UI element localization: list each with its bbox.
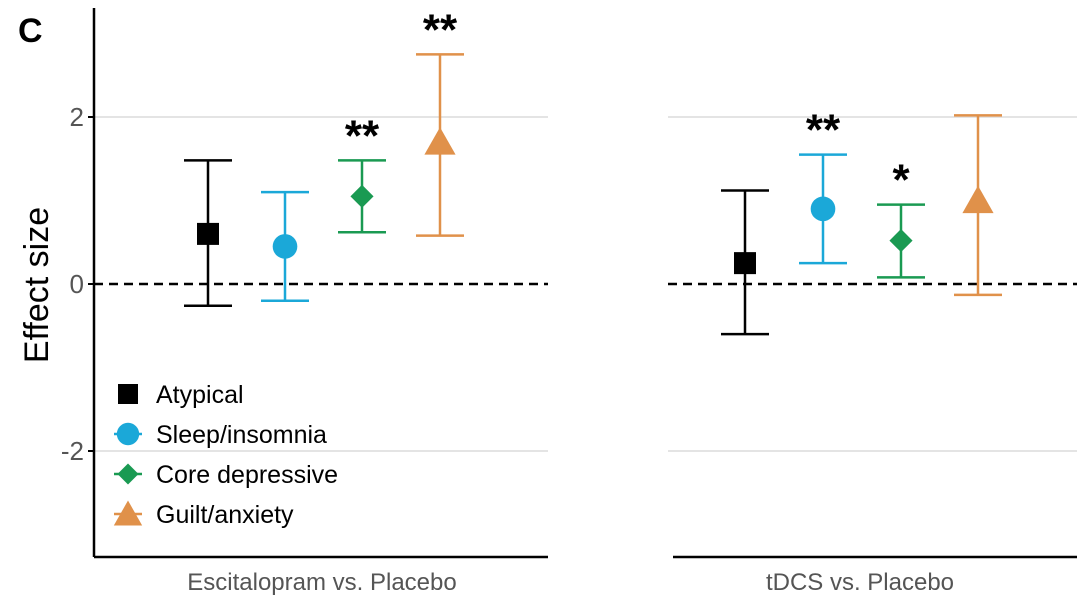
y-tick-label: 0 bbox=[70, 269, 84, 299]
legend-item: Core depressive bbox=[114, 461, 338, 489]
x-axis-label: Escitalopram vs. Placebo bbox=[187, 569, 456, 596]
data-point-group: ** bbox=[799, 106, 847, 265]
legend-item: Guilt/anxiety bbox=[113, 500, 294, 529]
panel-label: C bbox=[18, 12, 43, 50]
axes: Escitalopram vs. Placebo -2 0 2 tDCS vs. Pla… bbox=[61, 8, 1077, 596]
data-point-group bbox=[954, 114, 1002, 297]
data-point-group bbox=[184, 159, 232, 307]
data-point-group bbox=[261, 190, 309, 302]
y-tick-label: -2 bbox=[61, 436, 84, 466]
legend-label: Guilt/anxiety bbox=[156, 501, 294, 529]
legend-item: Sleep/insomnia bbox=[114, 421, 327, 449]
gridlines bbox=[94, 116, 1077, 452]
data-point-marker bbox=[889, 229, 913, 253]
legend-label: Atypical bbox=[156, 381, 244, 409]
legend-label: Core depressive bbox=[156, 461, 338, 489]
data-point-marker bbox=[424, 127, 456, 155]
legend-swatch bbox=[118, 384, 138, 404]
y-tick-label: 2 bbox=[70, 102, 84, 132]
data-point-marker bbox=[272, 234, 298, 259]
data-point-marker bbox=[197, 222, 219, 245]
data-marks: ******* bbox=[184, 5, 1002, 336]
legend: Atypical Sleep/insomnia Core depressive Gui… bbox=[113, 381, 338, 529]
y-axis-label: Effect size bbox=[18, 207, 56, 363]
significance-label: * bbox=[892, 156, 910, 205]
data-point-marker bbox=[810, 196, 836, 222]
legend-item: Atypical bbox=[118, 381, 244, 409]
significance-label: ** bbox=[423, 5, 458, 54]
data-point-marker bbox=[350, 184, 374, 208]
data-point-group: ** bbox=[416, 5, 464, 237]
data-point-group: * bbox=[877, 156, 925, 279]
legend-swatch bbox=[117, 463, 139, 485]
significance-label: ** bbox=[806, 106, 841, 155]
x-axis-label: tDCS vs. Placebo bbox=[766, 569, 954, 596]
legend-label: Sleep/insomnia bbox=[156, 421, 327, 449]
legend-swatch bbox=[116, 422, 140, 446]
data-point-marker bbox=[962, 185, 994, 214]
data-point-group bbox=[721, 189, 769, 336]
significance-label: ** bbox=[345, 111, 380, 160]
data-point-marker bbox=[734, 252, 756, 275]
legend-swatch bbox=[113, 500, 143, 526]
data-point-group: ** bbox=[338, 111, 386, 234]
